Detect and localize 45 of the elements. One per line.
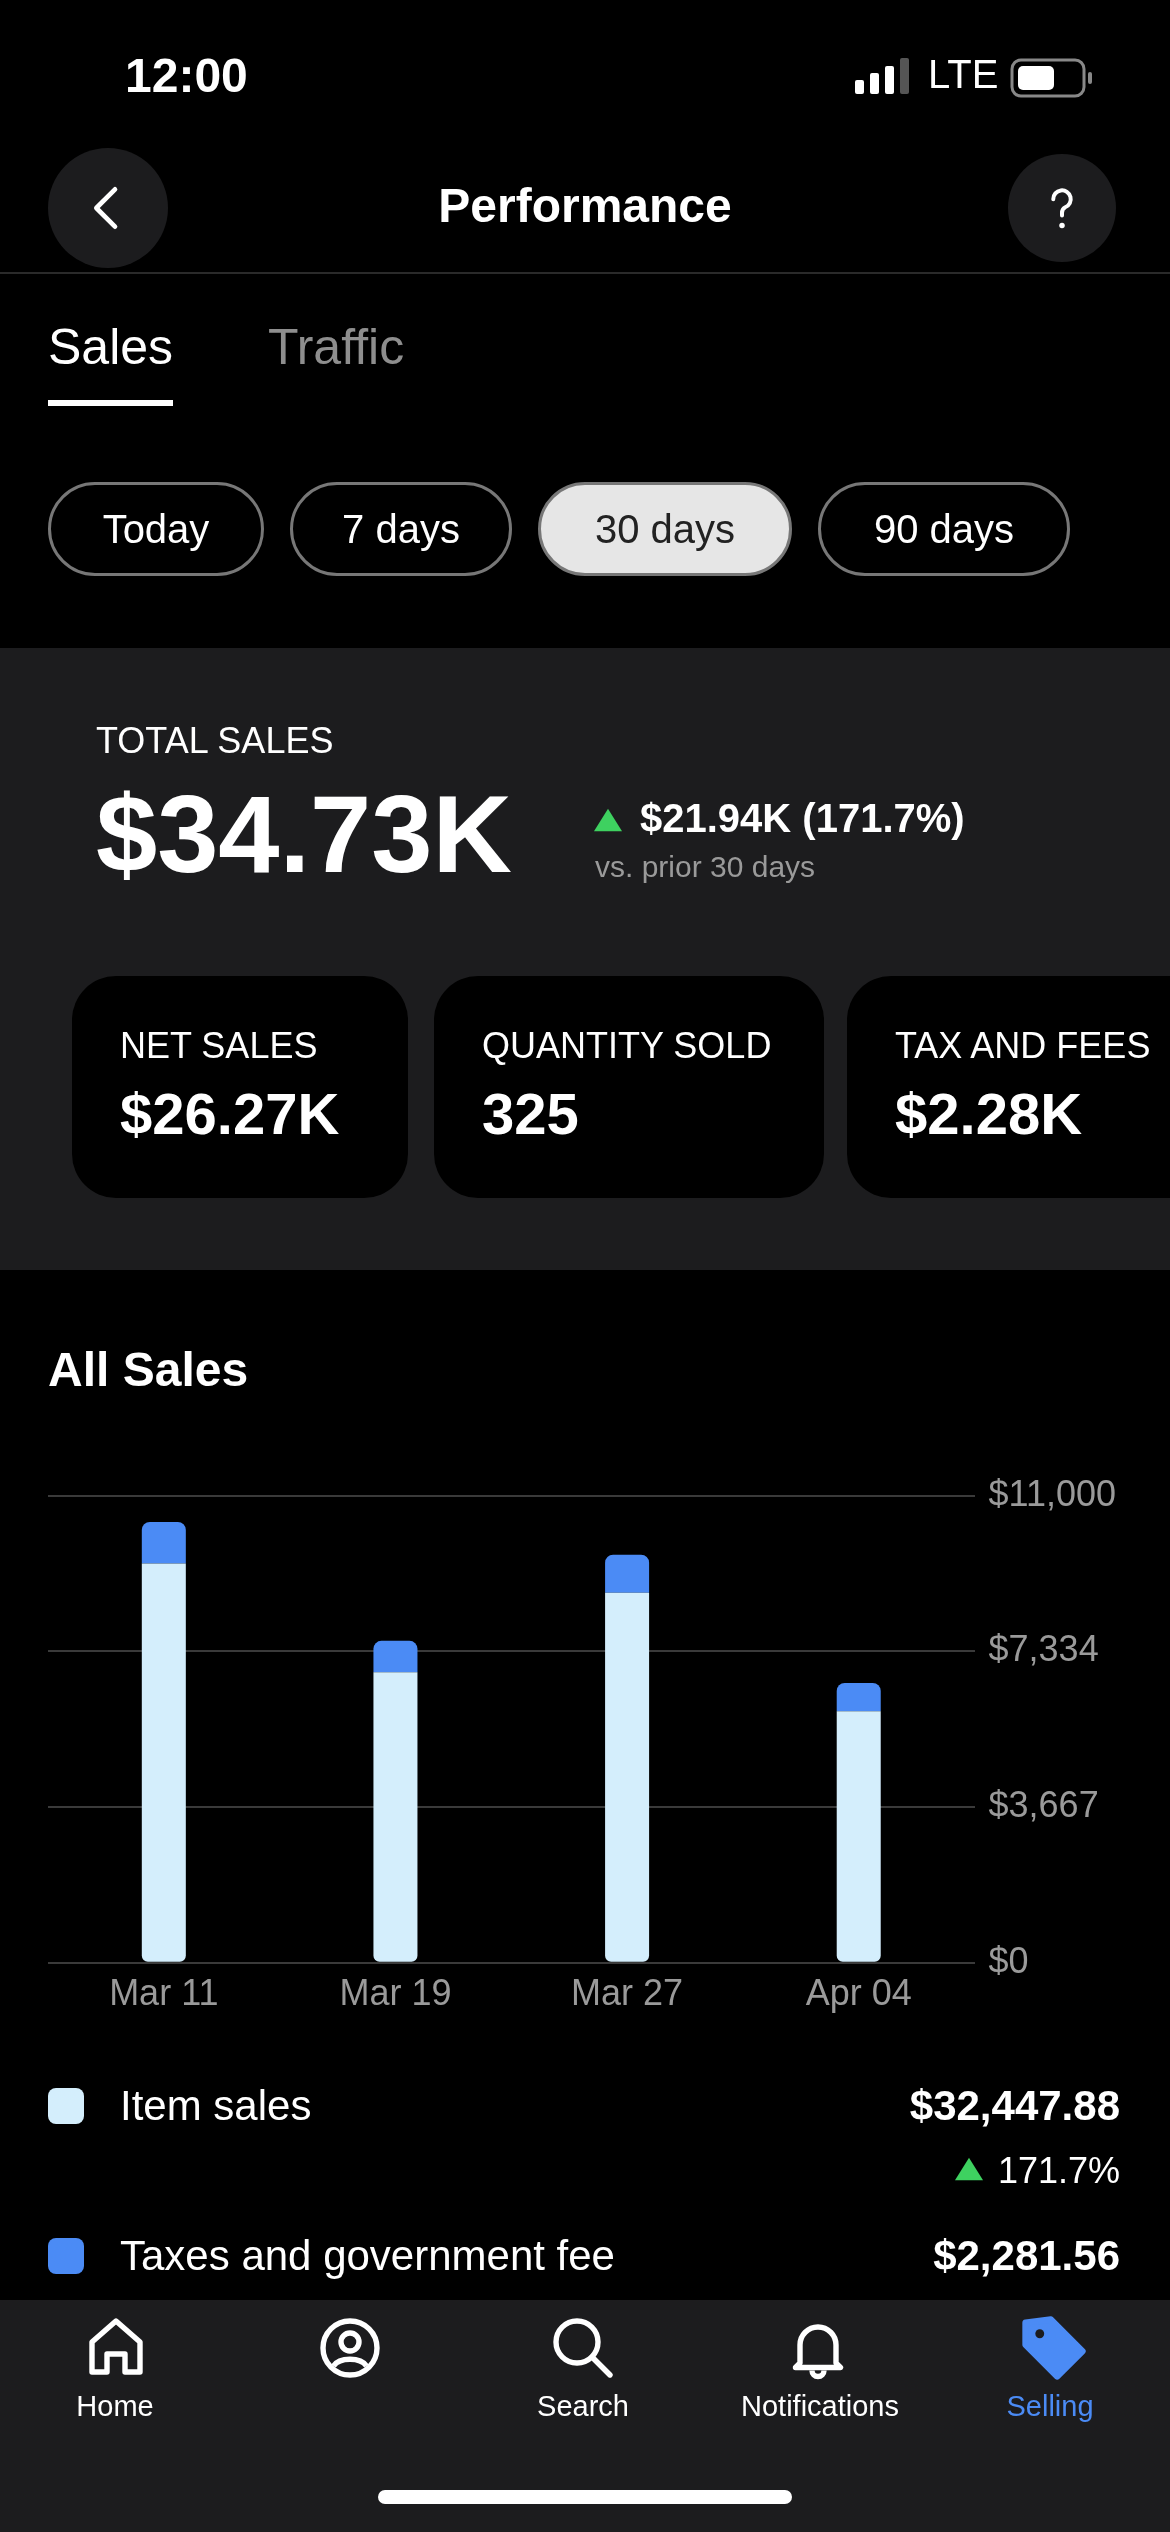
chart-title: All Sales xyxy=(48,1342,249,1397)
bar xyxy=(836,1682,881,1712)
text: Search xyxy=(536,2390,630,2423)
text: $32,447.88 xyxy=(909,2082,1120,2130)
text: 90 days xyxy=(818,482,1070,576)
bar xyxy=(373,1672,418,1962)
bar xyxy=(141,1563,186,1962)
bar xyxy=(373,1640,418,1673)
x-tick-label: Mar 19 xyxy=(339,1972,452,2014)
text: NET SALES xyxy=(120,1025,318,1067)
y-tick-label: $3,667 xyxy=(988,1783,1099,1825)
bar xyxy=(141,1521,186,1564)
legend-label: Item sales xyxy=(120,2082,312,2130)
text: 30 days xyxy=(538,482,792,576)
text: Today xyxy=(48,482,264,576)
text: LTE xyxy=(928,52,999,97)
text: Home xyxy=(75,2390,155,2423)
bar xyxy=(605,1592,650,1962)
text: 12:00 xyxy=(125,48,248,103)
text: $34.73K xyxy=(96,771,512,897)
x-tick-label: Apr 04 xyxy=(805,1972,912,2014)
text: 171.7% xyxy=(997,2150,1120,2192)
bar xyxy=(836,1711,881,1962)
text: $21.94K (171.7%) xyxy=(640,796,965,841)
x-tick-label: Mar 27 xyxy=(571,1972,684,2014)
y-tick-label: $11,000 xyxy=(988,1472,1117,1514)
text: TOTAL SALES xyxy=(96,720,334,762)
x-tick-label: Mar 11 xyxy=(109,1972,219,2014)
bar xyxy=(605,1554,650,1593)
text: 7 days xyxy=(290,482,512,576)
text: Notifications xyxy=(740,2390,900,2423)
text: Performance xyxy=(437,178,733,233)
legend-label: Taxes and government fee xyxy=(120,2232,615,2280)
text: vs. prior 30 days xyxy=(595,850,816,884)
text: $2,281.56 xyxy=(933,2232,1120,2280)
text: $26.27K xyxy=(120,1080,340,1147)
text: Selling xyxy=(1005,2390,1095,2423)
text: TAX AND FEES xyxy=(895,1025,1151,1067)
text: 325 xyxy=(482,1080,579,1147)
text: $2.28K xyxy=(895,1080,1083,1147)
y-tick-label: $0 xyxy=(988,1939,1029,1981)
text: Traffic xyxy=(268,318,405,376)
text: Sales xyxy=(48,318,174,376)
y-tick-label: $7,334 xyxy=(988,1628,1099,1670)
text: QUANTITY SOLD xyxy=(482,1025,772,1067)
